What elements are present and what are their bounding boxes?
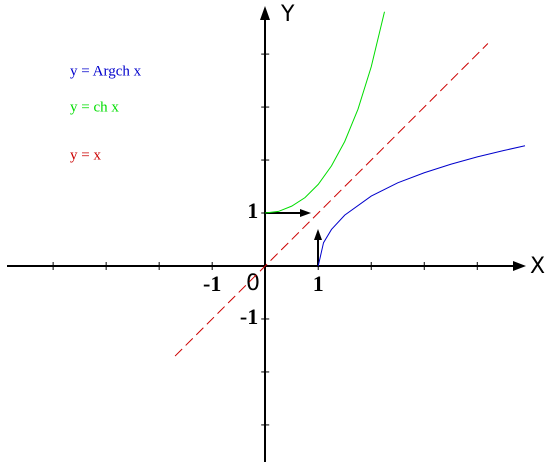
series-line bbox=[265, 11, 385, 214]
x-tick-label: -1 bbox=[203, 271, 221, 296]
legend-entry: y = Argch x bbox=[70, 63, 142, 79]
series-line bbox=[317, 145, 526, 267]
x-axis-label: X bbox=[530, 254, 545, 279]
legend-entry: y = x bbox=[70, 147, 101, 163]
y-tick-label: -1 bbox=[240, 304, 258, 329]
series-line bbox=[174, 43, 489, 357]
y-axis-label: Y bbox=[280, 2, 295, 27]
y-axis-arrow bbox=[260, 6, 270, 20]
x-axis-arrow bbox=[513, 261, 526, 271]
legend-entry: y = ch x bbox=[70, 99, 119, 115]
tangent-arrowhead bbox=[314, 229, 322, 240]
tangent-arrowhead bbox=[300, 209, 311, 217]
x-tick-label: 1 bbox=[313, 271, 324, 296]
origin-label: 0 bbox=[246, 271, 260, 296]
y-tick-label: 1 bbox=[247, 198, 258, 223]
